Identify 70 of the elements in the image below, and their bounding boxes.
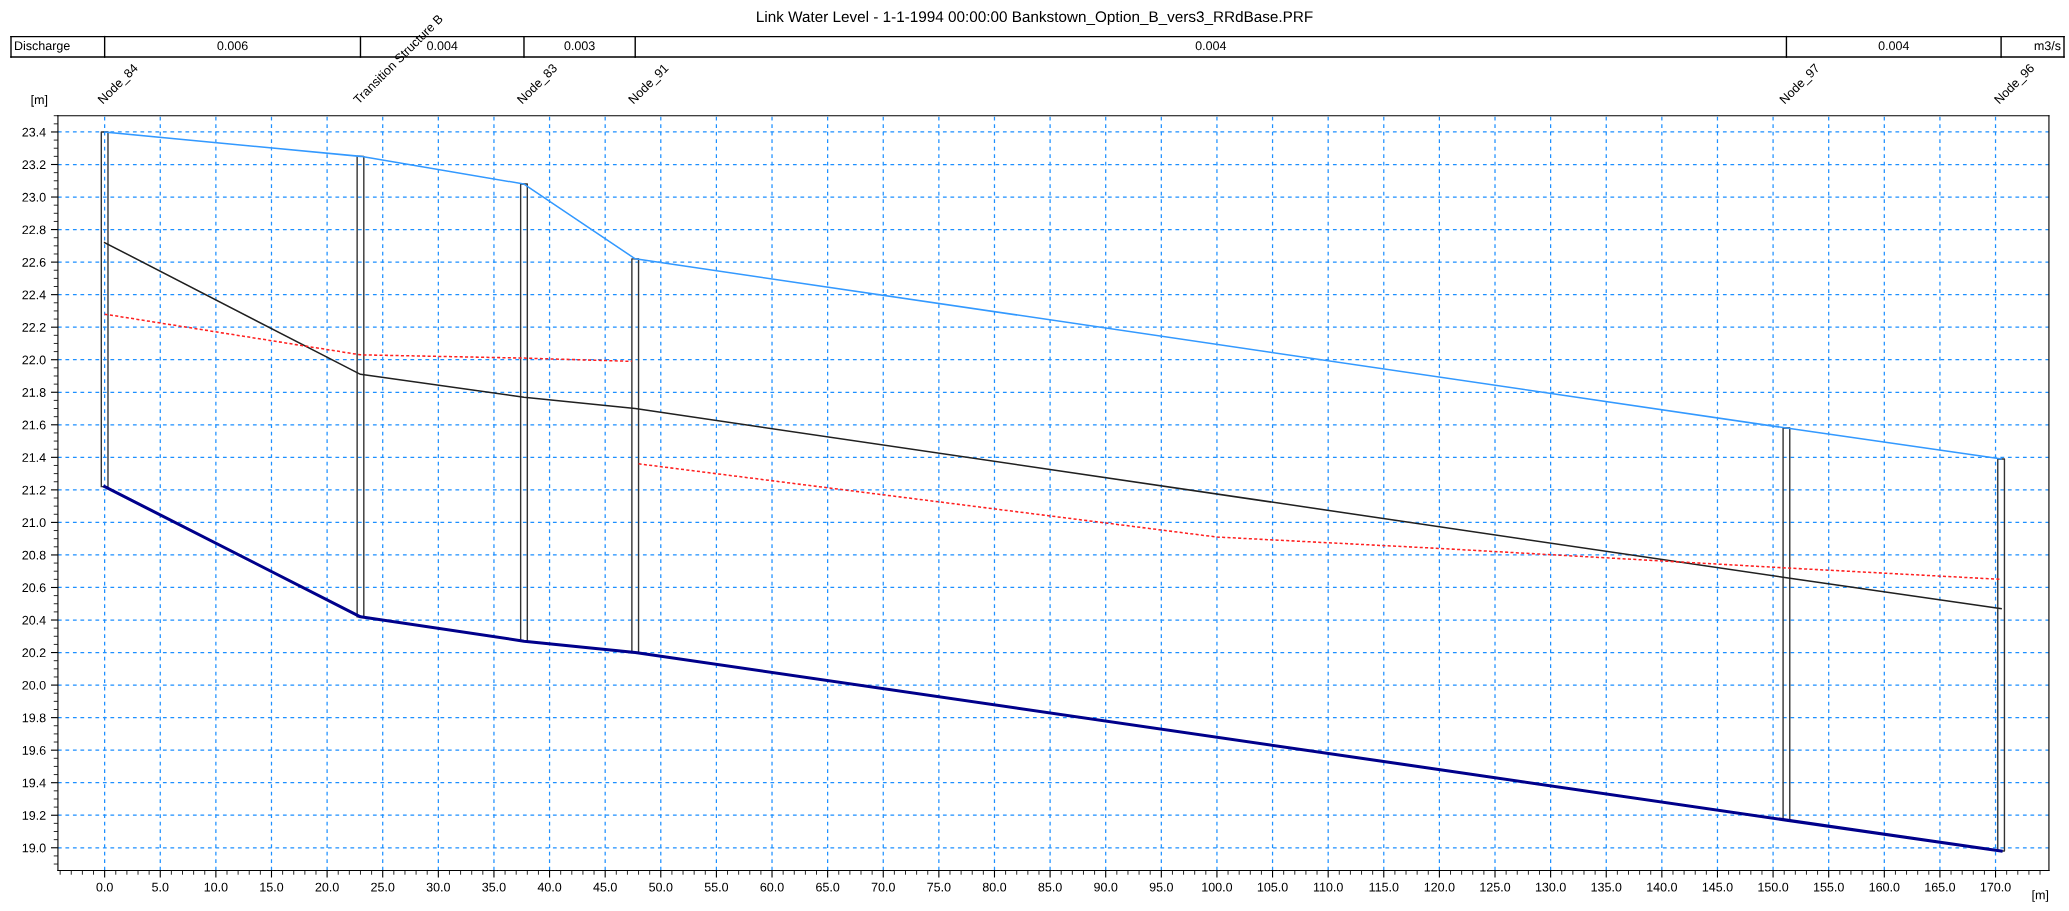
x-tick-label: 30.0 [426,882,451,892]
x-tick-label: 60.0 [760,882,784,892]
y-tick-label: 21.4 [22,453,46,462]
y-tick-label: 19.4 [22,778,46,788]
text: 0.003 [564,41,595,51]
y-tick-label: 20.0 [22,680,46,690]
x-tick-label: 135.0 [1591,882,1622,892]
y-tick-label: 20.8 [22,550,46,560]
x-tick-label: 65.0 [816,882,840,892]
x-tick-label: 45.0 [593,882,617,892]
chart-title: Link Water Level - 1-1-1994 00:00:00 Bankstown_Option_B_vers3_RRdBase.PRF [757,10,1313,26]
x-tick-label: 150.0 [1758,882,1789,892]
text: Discharge [15,40,70,53]
y-tick-label: 19.0 [22,843,46,853]
x-tick-label: 140.0 [1647,882,1678,892]
y-tick-label: 19.6 [22,745,46,755]
y-tick-label: 22.2 [22,322,46,332]
x-tick-label: 85.0 [1038,882,1062,892]
x-tick-label: 0.0 [96,882,113,892]
x-tick-label: 75.0 [927,882,951,892]
x-tick-label: 40.0 [537,882,562,892]
x-tick-label: 10.0 [204,882,228,892]
text: 0.004 [1878,41,1910,51]
x-tick-label: 15.0 [260,882,284,892]
y-tick-label: 21.8 [22,388,46,397]
y-tick-label: 22.8 [22,225,46,235]
x-tick-label: 130.0 [1535,882,1566,892]
x-tick-label: 155.0 [1814,882,1844,892]
x-tick-label: 80.0 [982,882,1007,892]
x-tick-label: 55.0 [704,882,729,892]
x-tick-label: 90.0 [1094,882,1118,892]
y-tick-label: 22.6 [22,257,46,267]
text: m3/s [2034,40,2061,51]
x-tick-label: 120.0 [1424,882,1455,892]
y-tick-label: 22.4 [22,290,46,300]
x-tick-label: 70.0 [871,882,895,892]
x-tick-label: 145.0 [1702,882,1733,892]
line-series [103,131,2002,460]
x-tick-label: 105.0 [1257,882,1288,892]
x-tick-label: 25.0 [371,882,395,892]
x-tick-label: 35.0 [482,882,506,892]
x-tick-label: 165.0 [1925,882,1956,892]
text: 0.006 [217,41,248,51]
y-tick-label: 22.0 [22,355,46,365]
y-tick-label: 23.0 [22,192,46,202]
x-tick-label: 110.0 [1313,882,1343,892]
y-tick-label: 20.4 [22,615,46,625]
y-tick-label: 19.2 [22,811,46,820]
line-series [103,485,2003,853]
text: 0.004 [1195,41,1227,51]
x-tick-label: 115.0 [1369,882,1399,892]
line-series [103,241,2002,610]
x-tick-label: 125.0 [1480,882,1511,892]
y-tick-label: 23.2 [22,160,46,170]
x-tick-label: 95.0 [1149,882,1173,892]
y-axis-title: [m] [31,94,48,107]
x-tick-label: 5.0 [152,882,169,892]
y-tick-label: 21.6 [22,420,46,430]
x-tick-label: 20.0 [315,882,339,892]
x-tick-label: 100.0 [1202,882,1233,892]
x-tick-label: 160.0 [1869,882,1900,892]
x-axis-title: [m] [2032,890,2049,902]
x-tick-label: 50.0 [649,882,673,892]
y-tick-label: 23.4 [22,127,46,137]
x-tick-label: 170.0 [1980,882,2011,892]
y-tick-label: 19.8 [22,713,46,723]
y-tick-label: 20.6 [22,583,46,593]
y-tick-label: 21.2 [22,485,46,495]
y-tick-label: 21.0 [22,518,46,528]
y-tick-label: 20.2 [22,648,46,658]
